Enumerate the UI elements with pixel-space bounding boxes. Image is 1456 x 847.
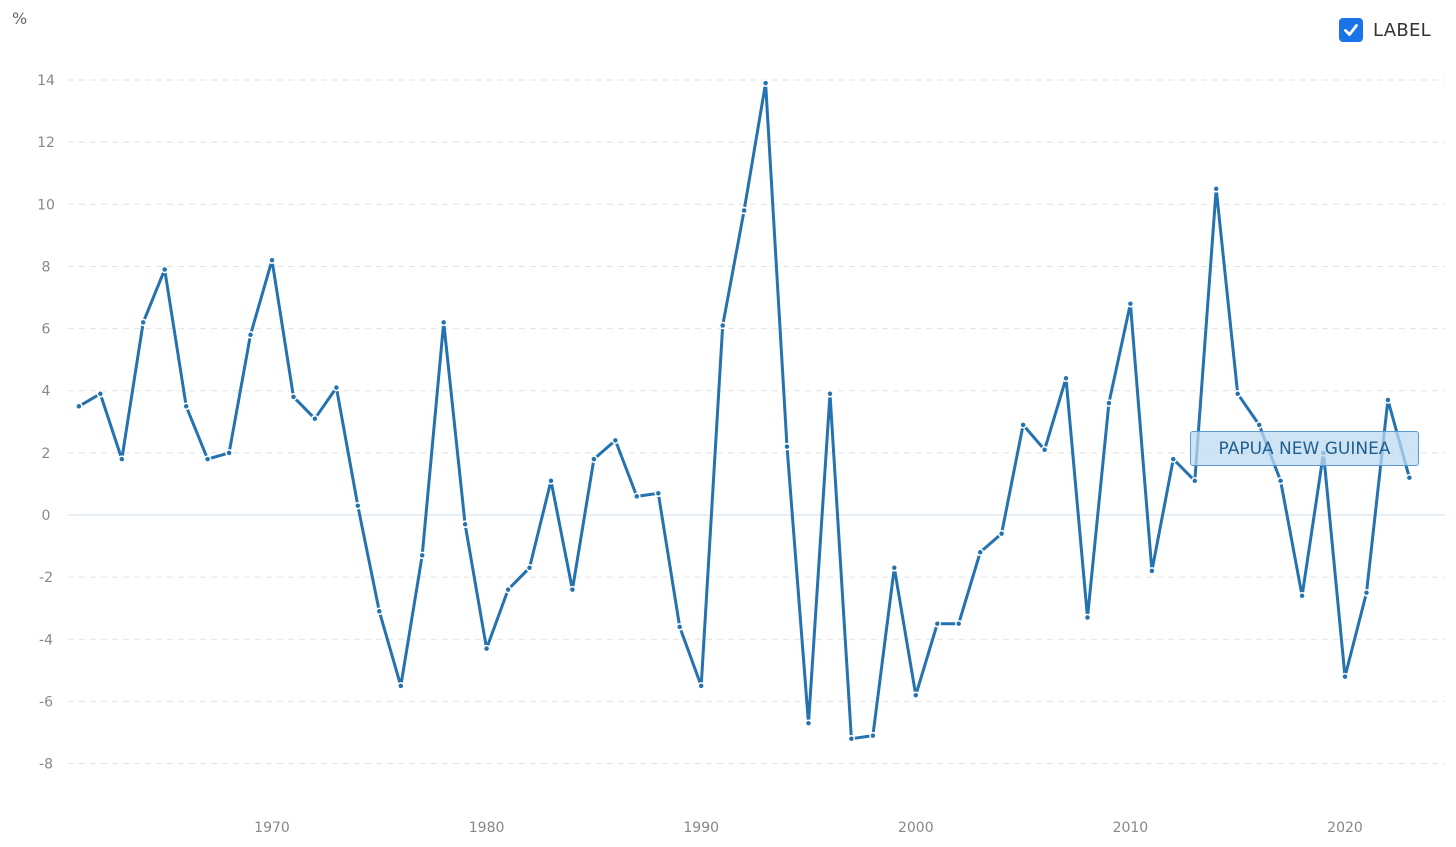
data-point bbox=[611, 436, 620, 445]
data-point bbox=[547, 477, 555, 485]
checkbox-checked-icon[interactable] bbox=[1339, 18, 1363, 42]
y-axis-unit-label: % bbox=[12, 9, 28, 28]
data-point bbox=[1148, 567, 1156, 575]
data-point bbox=[1298, 592, 1306, 600]
x-tick-label: 2020 bbox=[1327, 820, 1363, 836]
data-point bbox=[933, 619, 942, 628]
y-tick-label: -6 bbox=[39, 694, 53, 710]
data-point bbox=[139, 318, 147, 327]
data-point bbox=[397, 682, 405, 690]
data-point bbox=[954, 619, 963, 628]
y-tick-label: 12 bbox=[37, 135, 55, 151]
data-point bbox=[697, 682, 705, 690]
data-point bbox=[783, 442, 791, 451]
data-point bbox=[311, 414, 319, 423]
data-point bbox=[118, 455, 126, 463]
series-label-papua-new-guinea: PAPUA NEW GUINEA bbox=[1190, 431, 1419, 466]
x-axis-ticks: 1970 1980 1990 2000 2010 2020 bbox=[254, 820, 1363, 836]
data-point bbox=[847, 734, 856, 743]
data-point bbox=[568, 585, 577, 594]
data-point bbox=[246, 331, 255, 339]
gridlines bbox=[68, 79, 1445, 765]
data-point bbox=[890, 564, 899, 572]
data-point bbox=[225, 449, 233, 457]
y-axis-ticks: 14 12 10 8 6 4 2 0 -2 -4 -6 -8 bbox=[37, 73, 55, 773]
data-point bbox=[675, 623, 684, 631]
data-point bbox=[332, 383, 341, 392]
x-tick-label: 2000 bbox=[898, 820, 934, 836]
data-point bbox=[1083, 613, 1092, 622]
data-point bbox=[1212, 185, 1220, 193]
y-tick-label: 4 bbox=[42, 384, 51, 400]
y-tick-label: 0 bbox=[42, 508, 51, 524]
y-tick-label: 6 bbox=[42, 322, 51, 338]
data-point bbox=[418, 551, 426, 560]
label-toggle-text: LABEL bbox=[1373, 19, 1432, 41]
data-point bbox=[1384, 396, 1392, 404]
data-point bbox=[182, 402, 190, 411]
data-point bbox=[96, 390, 105, 398]
data-point bbox=[997, 529, 1006, 538]
data-point bbox=[1405, 473, 1414, 482]
y-tick-label: -8 bbox=[39, 757, 53, 773]
label-toggle[interactable]: LABEL bbox=[1339, 18, 1431, 42]
x-tick-label: 1980 bbox=[469, 820, 505, 836]
data-point bbox=[590, 455, 598, 463]
series-layer bbox=[75, 79, 1414, 743]
data-point bbox=[718, 321, 727, 330]
data-point bbox=[160, 265, 169, 274]
y-tick-label: 8 bbox=[42, 259, 51, 275]
data-point bbox=[804, 719, 813, 727]
data-point bbox=[203, 455, 212, 463]
data-point bbox=[1341, 672, 1349, 681]
data-point bbox=[654, 489, 663, 498]
data-point bbox=[354, 501, 362, 510]
y-tick-label: 14 bbox=[37, 73, 55, 89]
data-point bbox=[633, 492, 641, 501]
checkmark-icon bbox=[1344, 24, 1358, 36]
data-point bbox=[912, 691, 920, 699]
data-point bbox=[1040, 446, 1049, 454]
y-tick-label: -4 bbox=[39, 632, 53, 648]
x-tick-label: 1970 bbox=[254, 820, 290, 836]
data-point bbox=[1276, 477, 1285, 485]
data-point bbox=[504, 585, 512, 594]
y-tick-label: -2 bbox=[39, 570, 53, 586]
data-point bbox=[525, 564, 534, 572]
data-point bbox=[1255, 421, 1263, 429]
x-tick-label: 1990 bbox=[683, 820, 719, 836]
data-point bbox=[1191, 477, 1199, 485]
data-point bbox=[375, 607, 384, 616]
data-point bbox=[1169, 455, 1178, 463]
data-point bbox=[1126, 299, 1135, 308]
data-point bbox=[761, 79, 770, 87]
data-point bbox=[976, 548, 984, 557]
data-point bbox=[1362, 588, 1371, 597]
data-point bbox=[869, 731, 877, 740]
data-point bbox=[289, 393, 298, 401]
data-point bbox=[439, 318, 448, 327]
data-point bbox=[482, 644, 491, 653]
data-point bbox=[75, 402, 83, 411]
data-point bbox=[461, 520, 469, 529]
data-point bbox=[1019, 421, 1027, 429]
x-tick-label: 2010 bbox=[1113, 820, 1149, 836]
data-point bbox=[826, 390, 834, 398]
y-tick-label: 10 bbox=[37, 197, 55, 213]
data-point bbox=[1233, 390, 1242, 398]
series-line bbox=[77, 81, 1411, 741]
y-tick-label: 2 bbox=[42, 446, 51, 462]
data-point bbox=[1105, 399, 1113, 407]
data-point bbox=[268, 256, 276, 264]
data-point bbox=[1062, 374, 1070, 383]
data-point bbox=[740, 206, 748, 215]
